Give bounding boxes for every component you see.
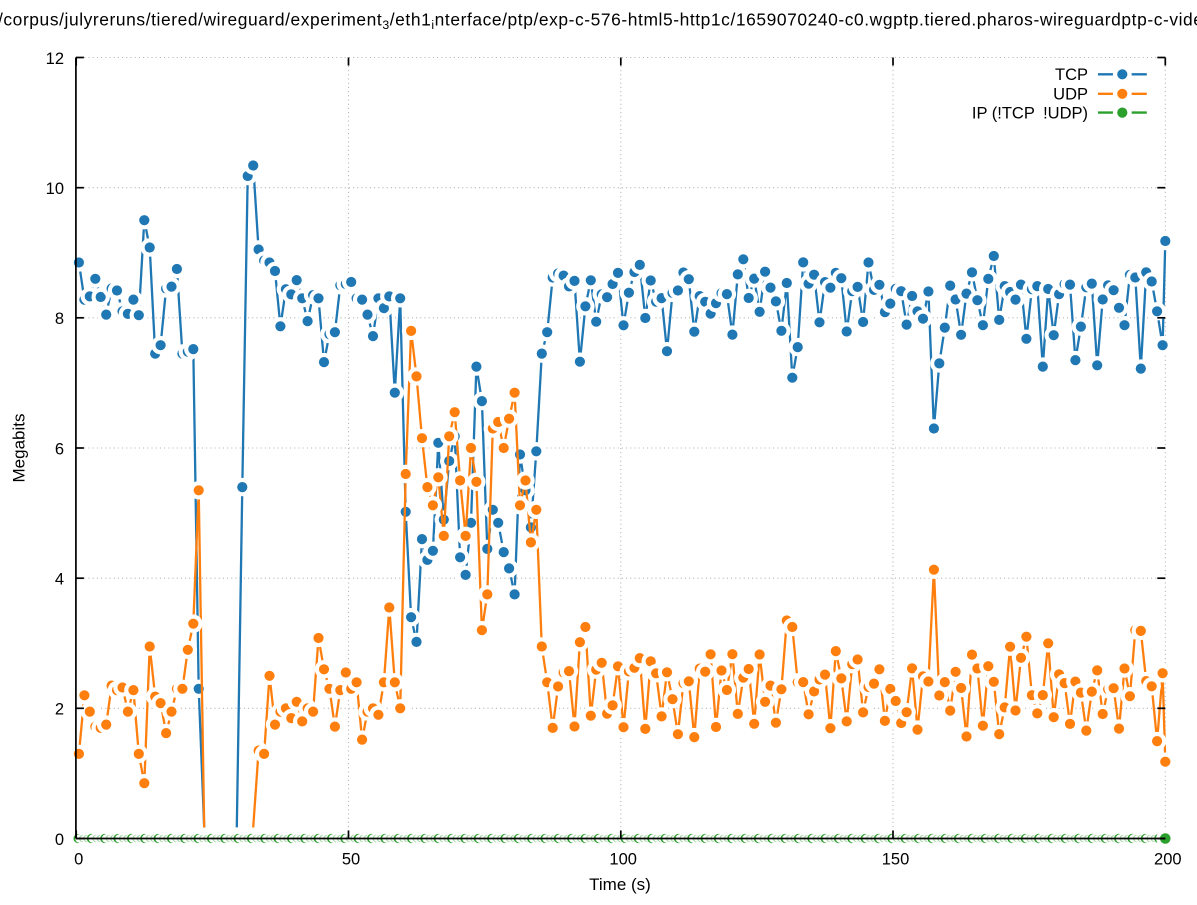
svg-text:12: 12 <box>46 50 64 68</box>
svg-text:10: 10 <box>46 180 64 198</box>
svg-text:200: 200 <box>1154 851 1182 869</box>
svg-text:4: 4 <box>55 571 64 589</box>
svg-text:2: 2 <box>55 701 64 719</box>
svg-text:150: 150 <box>882 851 910 869</box>
svg-text:6: 6 <box>55 440 64 458</box>
svg-text:Time (s): Time (s) <box>589 875 651 894</box>
svg-text:0: 0 <box>55 831 64 849</box>
svg-text:/corpus/julyreruns/tiered/wire: /corpus/julyreruns/tiered/wireguard/expe… <box>0 10 1197 33</box>
svg-text:0: 0 <box>74 851 83 869</box>
svg-text:UDP: UDP <box>1053 86 1088 104</box>
svg-text:8: 8 <box>55 310 64 328</box>
svg-text:TCP: TCP <box>1055 66 1088 84</box>
svg-text:Megabits: Megabits <box>10 414 29 483</box>
svg-text:50: 50 <box>342 851 360 869</box>
svg-text:IP (!TCP !UDP): IP (!TCP !UDP) <box>972 104 1088 122</box>
svg-text:100: 100 <box>609 851 637 869</box>
